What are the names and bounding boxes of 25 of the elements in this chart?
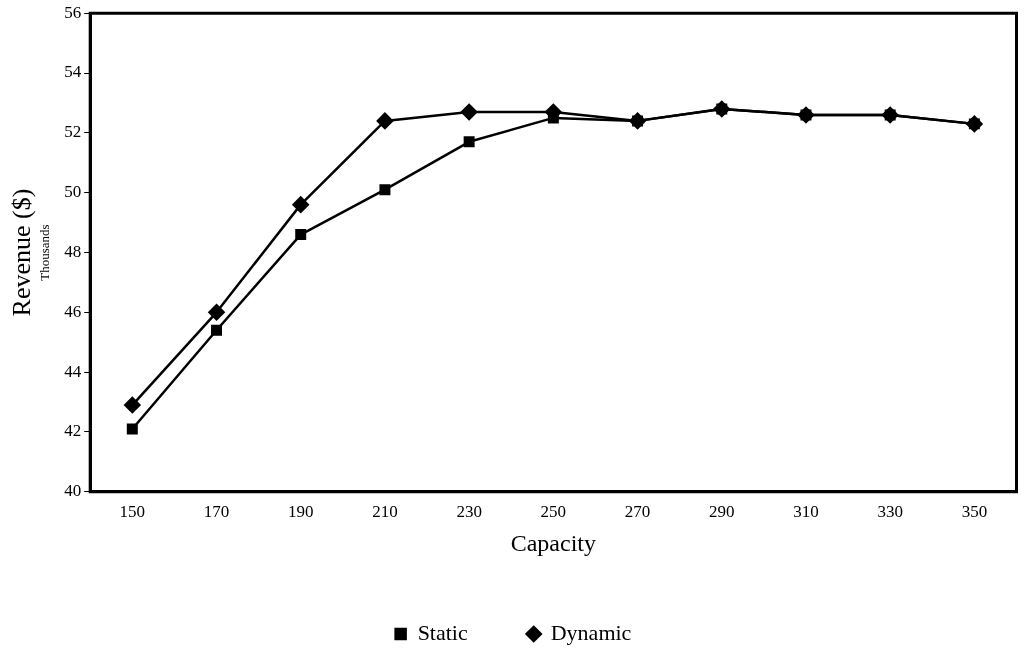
- x-tick-label: 290: [709, 502, 735, 522]
- y-tick-label: 50: [64, 182, 82, 202]
- y-tick-label: 52: [64, 122, 82, 142]
- x-tick-label: 150: [119, 502, 146, 522]
- legend-label: Dynamic: [550, 619, 632, 645]
- x-tick-label: 350: [961, 502, 988, 522]
- y-tick-label: 46: [64, 301, 82, 321]
- y-tick-label: 40: [64, 481, 82, 501]
- x-tick-label: 310: [793, 502, 819, 522]
- x-tick-label: 270: [624, 502, 651, 522]
- x-tick-label: 230: [456, 502, 482, 522]
- x-tick-label: 190: [287, 502, 314, 522]
- x-tick-label: 210: [372, 502, 398, 522]
- y-tick-label: 44: [64, 361, 82, 381]
- x-tick-label: 250: [540, 502, 567, 522]
- y-tick-label: 56: [64, 2, 82, 22]
- text: Thousands: [36, 224, 52, 281]
- y-tick-label: 54: [64, 62, 82, 82]
- y-tick-label: 48: [64, 241, 82, 261]
- y-axis-title: Revenue ($): [7, 188, 37, 317]
- x-axis-title: Capacity: [510, 529, 597, 556]
- x-tick-label: 170: [203, 502, 230, 522]
- legend-label: Static: [417, 619, 468, 645]
- y-tick-label: 42: [64, 421, 82, 441]
- x-tick-label: 330: [877, 502, 903, 522]
